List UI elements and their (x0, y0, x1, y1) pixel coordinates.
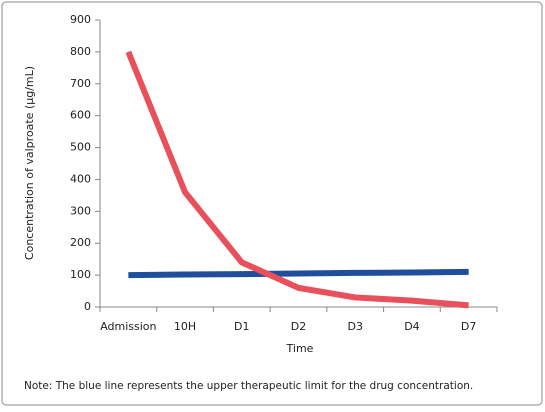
y-tick-label: 300 (70, 204, 91, 217)
frame (1, 1, 543, 406)
y-tick-label: 0 (84, 300, 91, 313)
x-tick-label: 10H (174, 320, 196, 333)
y-tick-label: 900 (70, 13, 91, 26)
y-tick-label: 600 (70, 109, 91, 122)
x-tick-label: D4 (404, 320, 419, 333)
note: Note: The blue line represents the upper… (24, 380, 473, 392)
x-axis-label: Time (286, 342, 314, 355)
y-tick-label: 100 (70, 268, 91, 281)
y-tick-label: 500 (70, 141, 91, 154)
x-tick-label: Admission (100, 320, 156, 333)
y-tick-label: 800 (70, 45, 91, 58)
y-tick-label: 700 (70, 77, 91, 90)
x-tick-label: D1 (234, 320, 249, 333)
series-line (128, 268, 469, 279)
y-tick-label: 200 (70, 236, 91, 249)
y-axis-label: Concentration of valproate (µg/mL) (23, 66, 36, 260)
series-line (125, 50, 469, 309)
y-tick-label: 400 (70, 172, 91, 185)
x-tick-label: D2 (291, 320, 306, 333)
x-tick-label: D7 (461, 320, 476, 333)
x-tick-label: D3 (347, 320, 362, 333)
